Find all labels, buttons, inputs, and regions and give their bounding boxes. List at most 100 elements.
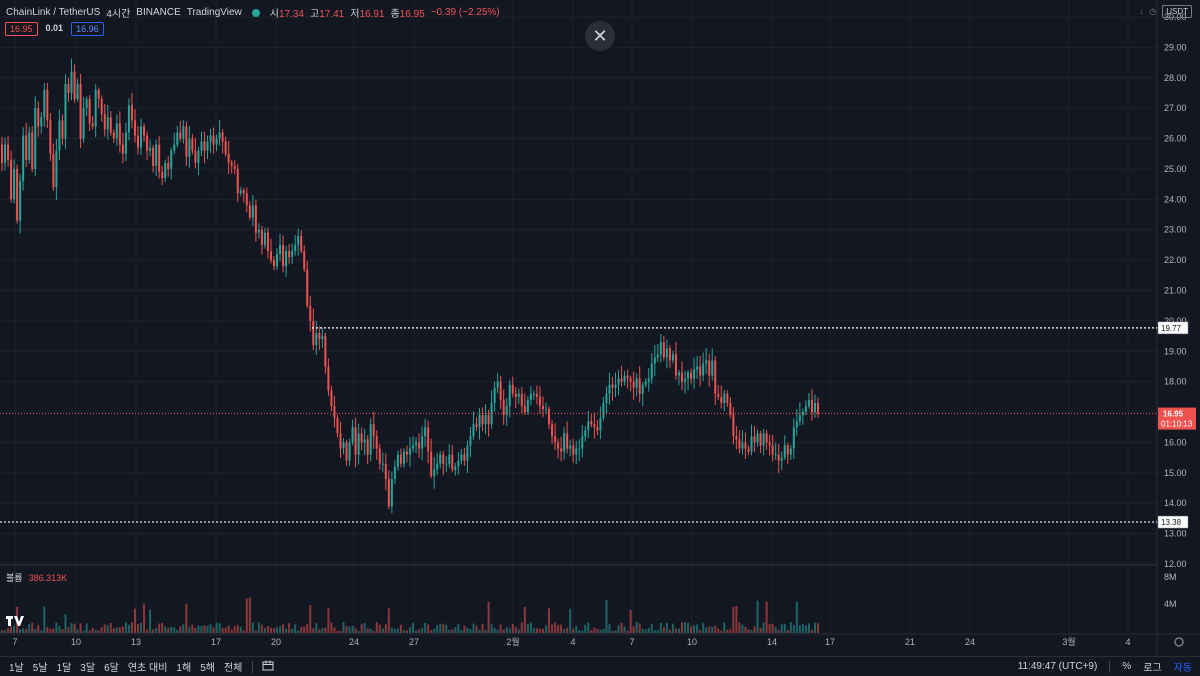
volume-bar [708, 626, 711, 633]
candle-body [587, 421, 590, 431]
exchange-label: BINANCE [136, 7, 181, 18]
auto-scale-toggle[interactable]: 자동 [1173, 663, 1192, 674]
candle-body [783, 445, 786, 458]
candlestick-chart[interactable]: 30.0029.0028.0027.0026.0025.0024.0023.00… [0, 0, 1200, 656]
candle-body [215, 138, 218, 145]
volume-bar [97, 630, 100, 633]
candle-body [418, 442, 421, 449]
volume-bar [563, 628, 566, 633]
candle-body [363, 439, 366, 443]
candle-body [88, 99, 91, 124]
close-icon[interactable]: ✕ [585, 21, 615, 51]
sell-price-button[interactable]: 16.95 [5, 22, 38, 36]
range-button[interactable]: 6달 [104, 663, 119, 674]
candle-body [31, 132, 34, 169]
volume-bar [109, 623, 112, 633]
log-toggle[interactable]: 로그 [1143, 663, 1162, 674]
arrow-down-icon[interactable]: ↓ [1139, 7, 1144, 16]
volume-bar [402, 630, 405, 633]
volume-bar [285, 628, 288, 633]
time-tick-label: 20 [271, 637, 281, 647]
symbol-legend: ChainLink / TetherUS 4시간 BINANCE Trading… [6, 5, 500, 20]
ohlc-open: 시17.34 [269, 9, 304, 20]
candle-body [248, 205, 251, 218]
candle-body [541, 405, 544, 410]
price-tick-label: 21.00 [1164, 286, 1187, 296]
candle-body [49, 120, 52, 154]
currency-button[interactable]: USDT [1162, 5, 1192, 18]
candle-body [620, 378, 623, 382]
market-status-icon[interactable] [251, 8, 260, 17]
candle-body [647, 378, 650, 382]
candle-body [1, 144, 3, 163]
volume-bar [723, 622, 726, 633]
volume-bar [481, 623, 484, 633]
volume-bar [623, 626, 626, 633]
volume-bar [596, 628, 599, 633]
candle-body [641, 384, 644, 394]
candle-body [720, 396, 723, 403]
candle-body [146, 135, 149, 151]
clock-icon[interactable]: ◷ [1149, 7, 1157, 16]
candle-body [545, 409, 547, 411]
candle-body [717, 393, 720, 397]
range-button[interactable]: 연초 대비 [127, 663, 168, 674]
volume-bar [511, 623, 514, 633]
volume-tick-label: 8M [1164, 572, 1177, 582]
volume-bar [309, 605, 312, 633]
candle-body [677, 372, 680, 376]
volume-bar [227, 625, 230, 633]
volume-bar [653, 630, 656, 633]
candle-body [412, 445, 415, 449]
candle-body [792, 427, 795, 449]
candle-body [34, 108, 37, 169]
volume-bar [705, 627, 708, 633]
date-range-icon[interactable] [262, 660, 274, 674]
settings-icon[interactable] [1174, 637, 1184, 647]
range-button[interactable]: 1해 [176, 663, 192, 674]
range-button[interactable]: 3달 [80, 663, 96, 674]
candle-body [505, 405, 508, 416]
candle-body [726, 393, 729, 403]
symbol-name[interactable]: ChainLink / TetherUS [6, 7, 101, 18]
candle-body [37, 108, 40, 127]
chart-area[interactable]: 30.00 29.00 28.00 27.00 26.00 25.00 24.00 23.00… [0, 0, 1200, 656]
candle-body [684, 378, 687, 382]
candle-body [810, 399, 813, 413]
tradingview-logo-icon[interactable] [5, 614, 25, 628]
candle-body [22, 135, 25, 182]
price-tick-label: 19.00 [1164, 346, 1187, 356]
range-button[interactable]: 5해 [200, 663, 215, 674]
candle-body [230, 162, 233, 166]
range-button[interactable]: 1날 [9, 663, 24, 674]
volume-bar [659, 622, 662, 633]
volume-bar [209, 624, 212, 633]
toolbar-divider [1109, 660, 1111, 673]
volume-bar [176, 629, 179, 633]
range-button[interactable]: 5날 [32, 663, 48, 674]
time-tick-label: 10 [687, 637, 697, 647]
candle-body [342, 442, 345, 449]
interval-label[interactable]: 4시간 [106, 9, 131, 20]
volume-bar [233, 626, 236, 633]
volume-bar [696, 624, 699, 633]
candle-body [164, 162, 167, 179]
volume-bar [490, 624, 493, 633]
range-button[interactable]: 1달 [56, 663, 72, 674]
range-button[interactable]: 전체 [223, 663, 243, 674]
candle-body [626, 375, 629, 379]
buy-price-button[interactable]: 16.96 [71, 22, 104, 36]
volume-bar [387, 608, 390, 633]
volume-bar [768, 623, 771, 633]
volume-bar [747, 629, 750, 633]
percent-toggle[interactable]: % [1122, 661, 1132, 672]
volume-bar [433, 628, 436, 633]
candle-body [67, 83, 70, 93]
volume-bar [390, 627, 393, 633]
candle-body [85, 99, 88, 109]
volume-bar [460, 629, 463, 633]
volume-bar [584, 624, 587, 633]
clock-time[interactable]: 11:49:47 (UTC+9) [1017, 661, 1098, 672]
bid-ask-row: 16.95 0.01 16.96 [5, 22, 104, 36]
volume-bar [424, 622, 427, 633]
